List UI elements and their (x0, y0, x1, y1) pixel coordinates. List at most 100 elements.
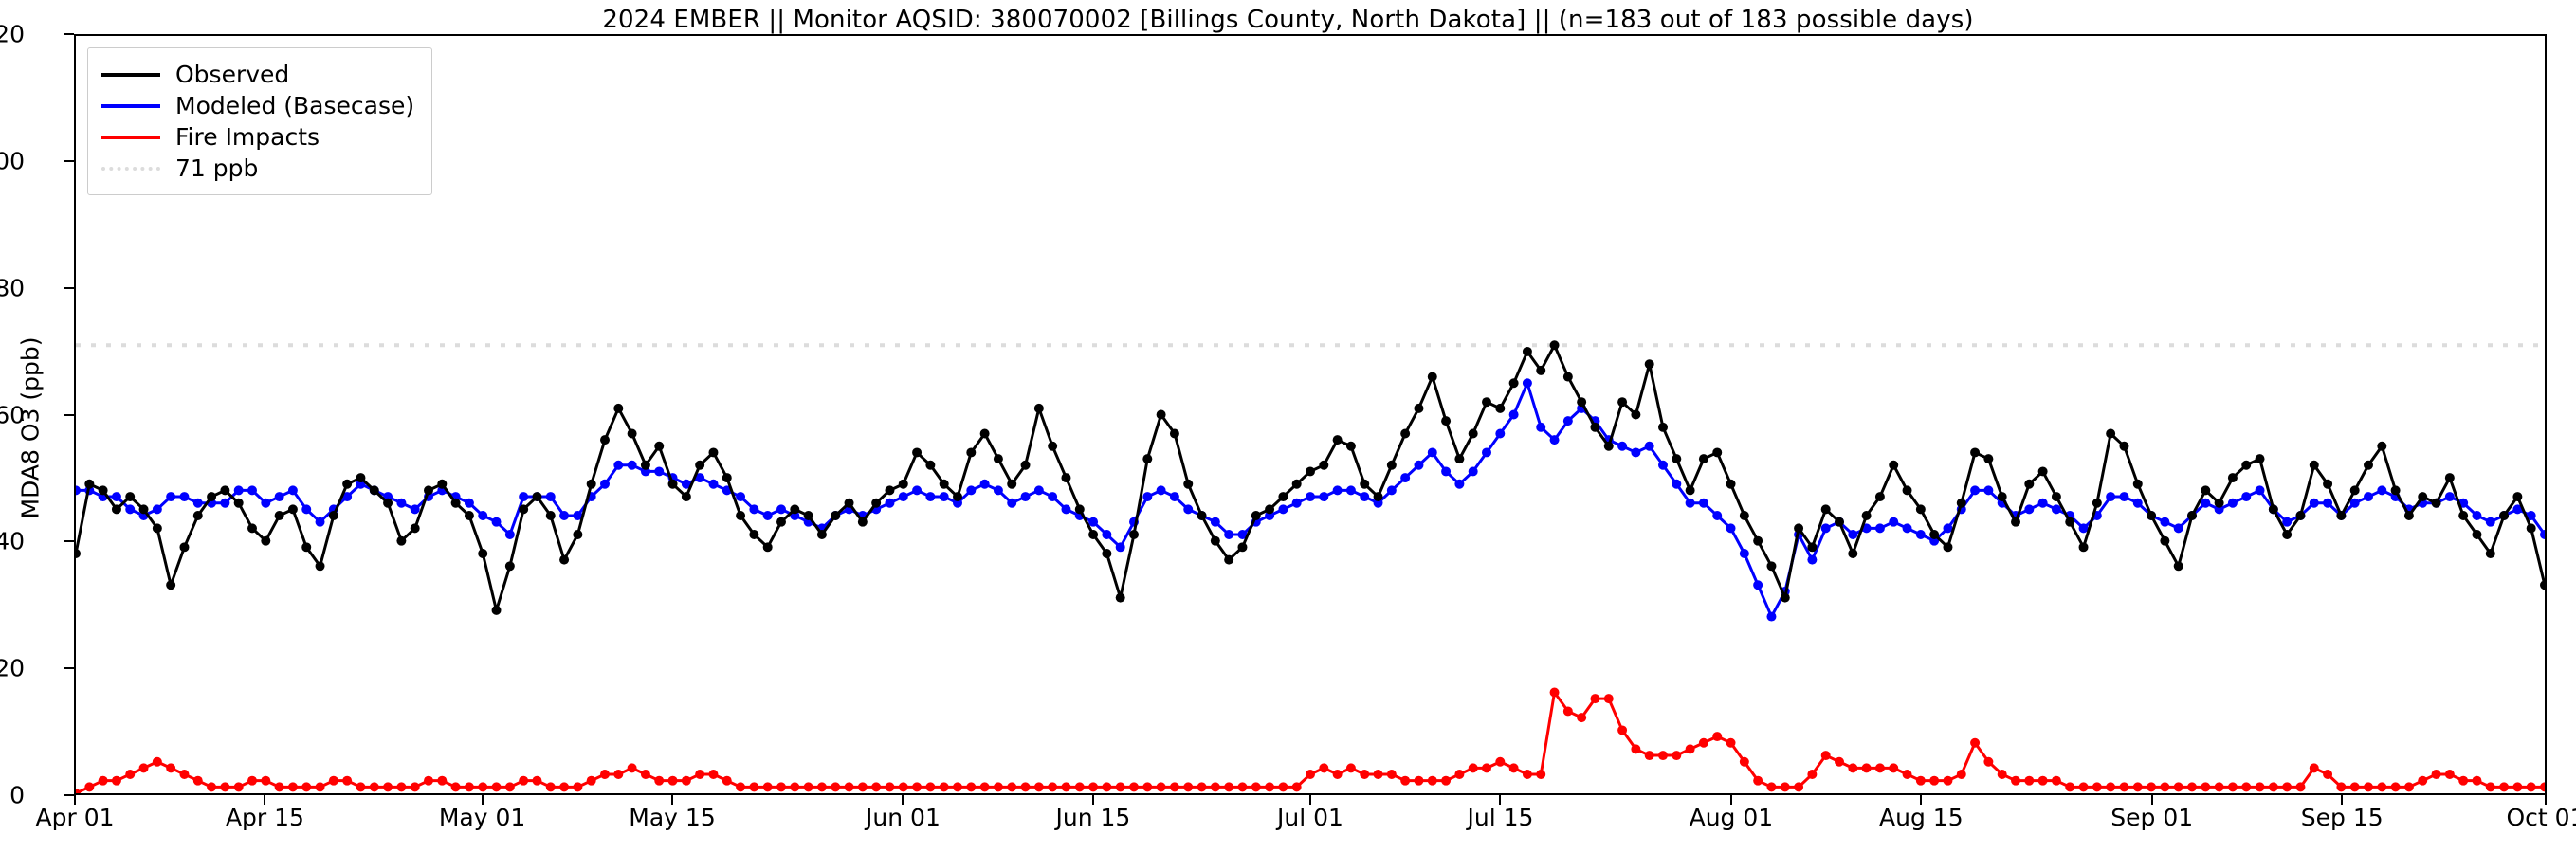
data-point (2106, 492, 2116, 502)
data-point (613, 460, 624, 470)
data-point (1970, 447, 1981, 458)
data-point (1237, 782, 1248, 792)
data-point (708, 770, 719, 780)
data-point (2282, 530, 2293, 539)
data-point (831, 782, 841, 792)
data-point (84, 479, 95, 489)
y-tick-label: 40 (0, 527, 25, 555)
data-point (233, 498, 244, 508)
series-modeled-basecase (76, 378, 2545, 622)
y-tick-mark (64, 413, 74, 416)
data-point (1631, 409, 1641, 420)
data-point (2078, 782, 2089, 792)
data-point (1048, 441, 1058, 451)
data-point (98, 485, 108, 496)
data-point (2065, 517, 2075, 527)
data-point (301, 504, 312, 515)
plot-area (74, 34, 2547, 795)
y-tick-label: 80 (0, 274, 25, 302)
data-point (695, 460, 705, 470)
data-point (790, 782, 800, 792)
data-point (2160, 535, 2170, 546)
data-point (1237, 542, 1248, 553)
x-tick-mark (74, 795, 76, 805)
data-point (504, 561, 515, 572)
data-point (2390, 782, 2401, 792)
data-point (1983, 454, 1994, 464)
data-point (2119, 441, 2129, 451)
data-point (1672, 751, 1682, 761)
data-point (2160, 782, 2170, 792)
data-point (667, 775, 678, 786)
data-point (179, 770, 190, 780)
data-point (708, 447, 719, 458)
data-point (2418, 492, 2428, 502)
data-point (898, 492, 908, 502)
legend-label-threshold: 71 ppb (175, 154, 259, 182)
data-point (857, 782, 868, 792)
data-point (356, 782, 366, 792)
y-tick-label: 20 (0, 654, 25, 682)
data-point (1753, 535, 1763, 546)
data-point (2024, 775, 2035, 786)
data-point (627, 428, 637, 439)
data-point (2512, 782, 2523, 792)
data-point (654, 775, 665, 786)
data-point (450, 498, 461, 508)
data-point (1033, 485, 1044, 496)
data-point (424, 485, 433, 496)
data-point (1685, 744, 1695, 754)
data-point (2051, 504, 2061, 515)
legend-swatch-observed (101, 65, 160, 84)
data-point (1265, 782, 1275, 792)
data-point (1672, 479, 1682, 489)
data-point (1617, 397, 1628, 408)
data-point (816, 530, 827, 539)
data-point (790, 504, 800, 515)
data-point (2147, 782, 2157, 792)
data-point (383, 782, 393, 792)
data-point (2227, 782, 2238, 792)
data-point (1414, 460, 1424, 470)
data-point (2187, 782, 2197, 792)
data-point (2526, 523, 2536, 534)
legend-item-threshold: 71 ppb (101, 153, 414, 184)
data-point (1943, 523, 1953, 534)
data-point (1468, 428, 1478, 439)
data-point (979, 428, 990, 439)
data-point (1441, 416, 1452, 426)
data-point (2323, 498, 2333, 508)
data-point (1848, 549, 1858, 558)
data-point (2458, 511, 2469, 521)
x-tick-mark (2545, 795, 2547, 805)
data-point (1522, 770, 1532, 780)
data-point (993, 454, 1003, 464)
data-point (2431, 498, 2441, 508)
data-point (695, 473, 705, 483)
data-point (342, 775, 353, 786)
data-point (1712, 732, 1723, 742)
data-point (627, 763, 637, 773)
data-point (1197, 511, 1207, 521)
data-point (532, 492, 542, 502)
data-point (2078, 542, 2089, 553)
data-point (1007, 498, 1017, 508)
data-point (816, 782, 827, 792)
data-point (1956, 770, 1966, 780)
legend-item-fire: Fire Impacts (101, 121, 414, 153)
data-point (1345, 441, 1356, 451)
legend-swatch-threshold (101, 159, 160, 178)
data-point (1414, 403, 1424, 413)
data-point (274, 782, 284, 792)
data-point (1794, 782, 1804, 792)
data-point (1848, 763, 1858, 773)
data-point (1142, 492, 1153, 502)
data-point (1156, 782, 1166, 792)
data-point (464, 782, 474, 792)
data-point (722, 473, 732, 483)
data-point (1902, 523, 1912, 534)
data-point (736, 492, 746, 502)
data-point (1386, 460, 1397, 470)
data-point (2309, 763, 2319, 773)
